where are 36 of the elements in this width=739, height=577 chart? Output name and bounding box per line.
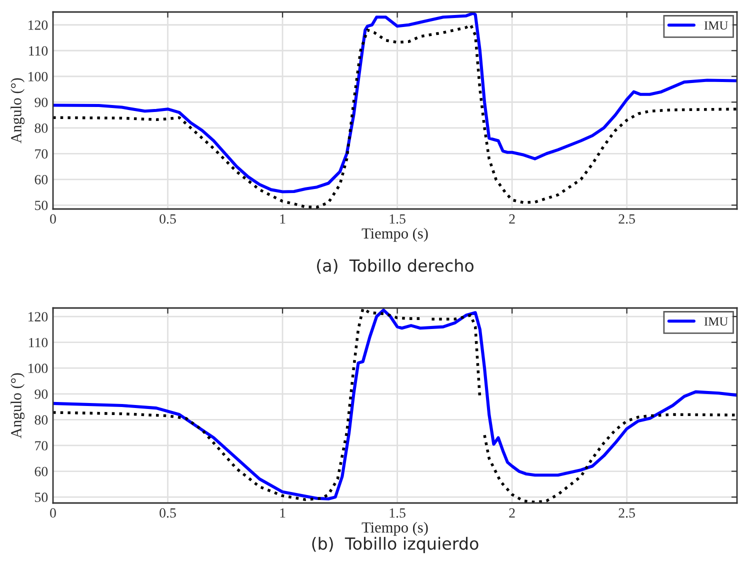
x-tick-label: 1.5 (390, 508, 406, 518)
text: (a) Tobillo derecho (317, 258, 474, 274)
y-tick-label: 100 (28, 72, 48, 82)
y-tick-label: 120 (28, 20, 48, 30)
text: (b) Tobillo izquierdo (312, 536, 478, 554)
legend-label: IMU (704, 317, 728, 326)
x-tick-label: 0 (50, 508, 56, 518)
x-axis-title: Tiempo (s) (362, 228, 428, 242)
y-tick-label: 80 (34, 415, 48, 425)
x-tick-label: 1 (280, 214, 286, 224)
x-tick-label: 1.5 (390, 214, 406, 224)
x-tick-label: 2 (509, 508, 515, 518)
y-tick-label: 50 (35, 492, 48, 502)
y-tick-label: 60 (34, 466, 48, 476)
x-tick-label: 1 (280, 508, 286, 518)
x-tick-label: 0.5 (160, 508, 176, 518)
y-tick-label: 70 (35, 149, 48, 159)
x-tick-label: 2 (509, 214, 515, 224)
x-axis-title: Tiempo (s) (362, 522, 428, 536)
x-tick-label: 0 (50, 214, 56, 224)
y-tick-label: 90 (34, 389, 48, 399)
y-tick-label: 80 (34, 123, 48, 133)
y-tick-label: 70 (35, 441, 48, 450)
y-tick-label: 60 (34, 174, 48, 184)
y-tick-label: 90 (34, 98, 48, 108)
x-tick-label: 2.5 (618, 508, 635, 518)
x-tick-label: 2.5 (618, 214, 635, 224)
y-axis-title: Angulo (°) (10, 78, 25, 144)
y-tick-label: 100 (28, 364, 48, 374)
y-tick-label: 110 (29, 338, 48, 348)
y-tick-label: 50 (35, 200, 48, 210)
y-tick-label: 110 (29, 46, 48, 56)
y-axis-title: Angulo (°) (10, 373, 25, 438)
y-tick-label: 120 (28, 312, 48, 322)
legend-label: IMU (704, 21, 728, 30)
x-tick-label: 0.5 (160, 214, 176, 224)
